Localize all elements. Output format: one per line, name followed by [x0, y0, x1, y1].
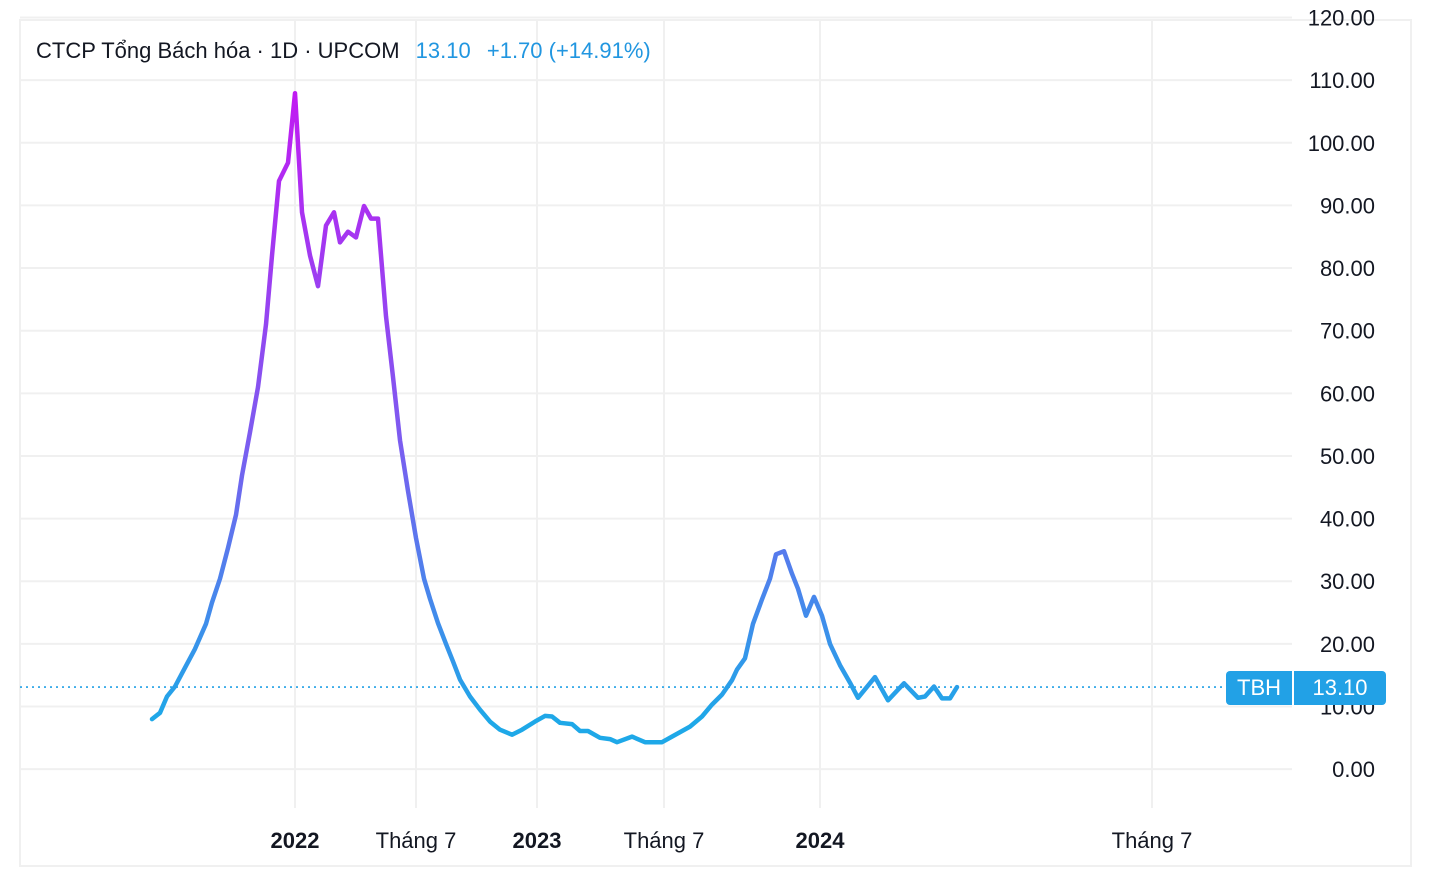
x-tick-label: Tháng 7 — [1112, 828, 1193, 853]
grid — [20, 16, 1292, 808]
price-badge: 13.10 — [1294, 671, 1386, 705]
y-axis: 0.0010.0020.0030.0040.0050.0060.0070.008… — [1308, 5, 1375, 782]
x-tick-label: Tháng 7 — [376, 828, 457, 853]
x-axis: 2022 Tháng 7 2023 Tháng 7 2024 Tháng 7 — [271, 828, 1193, 853]
chart-legend: CTCP Tổng Bách hóa · 1D · UPCOM 13.10 +1… — [36, 38, 651, 64]
y-tick-label: 30.00 — [1320, 569, 1375, 594]
chart-frame — [19, 19, 1412, 867]
y-tick-label: 90.00 — [1320, 193, 1375, 218]
legend-title: CTCP Tổng Bách hóa · 1D · UPCOM — [36, 38, 400, 63]
y-tick-label: 40.00 — [1320, 507, 1375, 532]
y-tick-label: 110.00 — [1309, 68, 1375, 93]
legend-change: +1.70 (+14.91%) — [486, 38, 651, 63]
y-tick-label: 70.00 — [1320, 319, 1375, 344]
x-tick-label: 2022 — [271, 828, 320, 853]
y-tick-label: 0.00 — [1332, 757, 1375, 782]
x-tick-label: Tháng 7 — [624, 828, 705, 853]
symbol-badge: TBH — [1226, 671, 1292, 705]
y-tick-label: 60.00 — [1320, 381, 1375, 406]
y-tick-label: 20.00 — [1320, 632, 1375, 657]
y-tick-label: 120.00 — [1308, 5, 1375, 30]
y-tick-label: 50.00 — [1320, 444, 1375, 469]
y-tick-label: 100.00 — [1308, 131, 1375, 156]
x-tick-label: 2024 — [796, 828, 846, 853]
y-tick-label: 80.00 — [1320, 256, 1375, 281]
price-series-line — [149, 91, 960, 745]
x-tick-label: 2023 — [513, 828, 562, 853]
legend-price: 13.10 — [415, 38, 471, 63]
